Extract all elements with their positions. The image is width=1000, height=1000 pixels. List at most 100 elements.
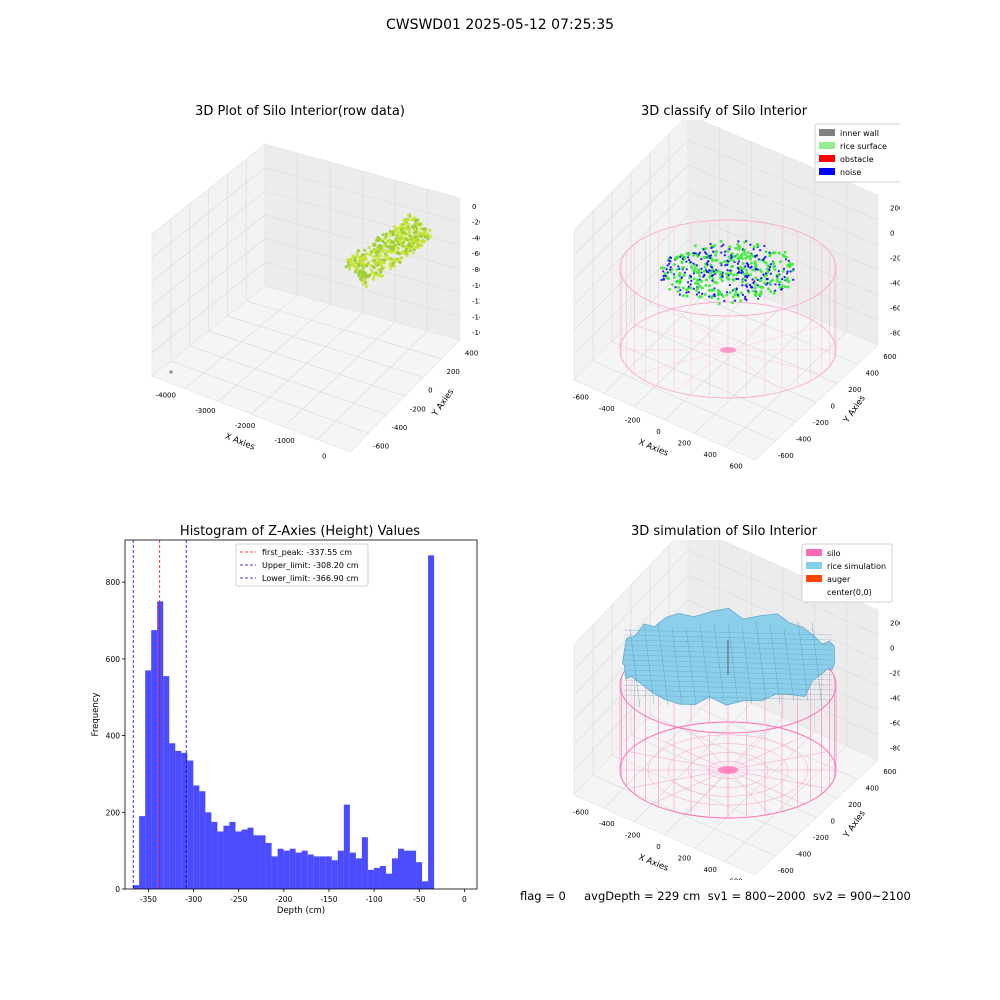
plot2-rice-point <box>708 284 712 288</box>
plot2-noise-point <box>662 270 665 273</box>
plot2-rice-point <box>771 261 775 265</box>
plot2-noise-point <box>735 287 738 290</box>
plot1-axes-box: -4000-3000-2000-10000-600-400-2000200400… <box>151 143 480 460</box>
plot4-legend-label: center(0,0) <box>827 588 872 597</box>
plot4-silo-spoke <box>628 769 729 789</box>
plot2-noise-point <box>730 257 733 260</box>
plot2-noise-point <box>665 268 668 271</box>
histogram-bar <box>277 848 284 889</box>
plot1-point <box>364 264 369 268</box>
plot2-rice-point <box>683 256 687 260</box>
plot1-point <box>363 248 367 252</box>
plot2-rice-point <box>756 244 760 248</box>
histogram-bar <box>307 854 314 889</box>
plot2-noise-point <box>711 279 714 282</box>
plot2-noise-point <box>668 268 672 271</box>
histogram-frame <box>124 539 478 890</box>
plot2-3d-classify: -600-400-2000200400600-600-400-200020040… <box>573 120 900 470</box>
plot2-x-tick: 0 <box>656 428 660 436</box>
plot1-point <box>408 230 412 234</box>
plot2-noise-point <box>668 262 671 265</box>
status-footer: flag = 0 avgDepth = 229 cm sv1 = 800~200… <box>520 889 911 903</box>
plot1-point <box>379 260 383 264</box>
plot2-noise-point <box>729 269 732 272</box>
plot2-rice-point <box>778 260 782 264</box>
plot2-y-tick: 0 <box>831 403 835 411</box>
plot2-rice-point <box>695 278 699 282</box>
plot2-silo-spoke <box>727 325 822 351</box>
plot1-point <box>414 241 418 245</box>
plot2-noise-point <box>736 277 740 281</box>
plot1-point <box>405 253 409 258</box>
plot1-point <box>357 273 361 277</box>
histogram-bar <box>205 812 212 889</box>
plot2-rice-point <box>692 269 696 273</box>
plot2-rice-point <box>752 289 756 293</box>
plot2-z-tick: -400 <box>890 280 900 288</box>
histogram-bar <box>187 760 194 889</box>
plot4-rice-mesh-line <box>623 629 833 636</box>
plot1-point <box>401 236 405 240</box>
plot1-point <box>393 243 397 247</box>
plot2-silo-spoke <box>634 325 729 351</box>
plot2-noise-point <box>709 256 712 260</box>
plot2-noise-point <box>669 266 672 269</box>
plot2-rice-point <box>720 279 724 283</box>
plot1-x-tick: -1000 <box>274 437 294 445</box>
plot4-y-label: Y Axies <box>841 808 868 840</box>
plot2-rice-point <box>725 293 729 297</box>
plot2-rice-point <box>742 277 746 281</box>
plot2-rice-point <box>783 285 787 289</box>
plot1-point <box>382 254 387 259</box>
plot2-rice-point <box>729 272 733 276</box>
plot1-z-tick: -600 <box>472 250 480 258</box>
plot2-rice-point <box>736 242 740 246</box>
plot2-rice-point <box>714 258 718 262</box>
plot4-x-tick: 400 <box>704 866 717 874</box>
plot2-noise-point <box>780 288 783 291</box>
plot2-rice-point <box>692 277 696 281</box>
plot2-rice-point <box>694 289 698 293</box>
plot2-noise-point <box>700 271 703 274</box>
plot1-point <box>353 259 357 263</box>
plot2-rice-point <box>737 247 741 251</box>
plot2-noise-point <box>698 251 702 254</box>
plot2-rice-point <box>759 270 763 274</box>
plot4-rice-mesh-line <box>623 689 833 696</box>
plot2-rice-point <box>754 283 758 287</box>
plot1-point <box>390 258 394 262</box>
plot2-noise-point <box>782 267 786 270</box>
plot2-noise-point <box>681 257 684 260</box>
plot2-noise-point <box>747 289 750 292</box>
plot2-noise-point <box>708 269 711 272</box>
plot1-z-tick: -1600 <box>472 329 480 337</box>
plot2-rice-point <box>704 246 708 250</box>
plot2-noise-point <box>710 246 713 249</box>
histogram-bar <box>211 821 218 889</box>
plot2-noise-point <box>752 281 755 285</box>
plot1-z-tick: -800 <box>472 266 480 274</box>
plot1-point <box>394 229 398 233</box>
histogram-bar <box>325 856 332 889</box>
histogram-bar <box>289 848 296 889</box>
plot1-point <box>403 231 407 236</box>
plot1-point <box>410 217 414 221</box>
plot2-noise-point <box>692 287 695 290</box>
plot2-rice-point <box>748 257 752 261</box>
plot2-rice-point <box>668 287 672 291</box>
plot2-noise-point <box>688 258 691 262</box>
plot2-rice-point <box>743 273 747 277</box>
plot2-noise-point <box>749 266 752 269</box>
plot4-rice-mesh-line <box>623 694 833 701</box>
plot1-point <box>388 229 392 233</box>
plot4-x-tick: -600 <box>573 809 589 817</box>
plot4-legend-label: auger <box>827 575 851 584</box>
plot2-rice-point <box>754 291 758 295</box>
plot1-point <box>428 228 432 232</box>
plot2-rice-point <box>724 272 728 276</box>
plot1-point <box>375 247 379 251</box>
plot2-rice-point <box>728 245 732 249</box>
plot1-point <box>414 245 418 249</box>
plot2-noise-point <box>774 289 777 292</box>
plot2-rice-point <box>734 246 738 250</box>
